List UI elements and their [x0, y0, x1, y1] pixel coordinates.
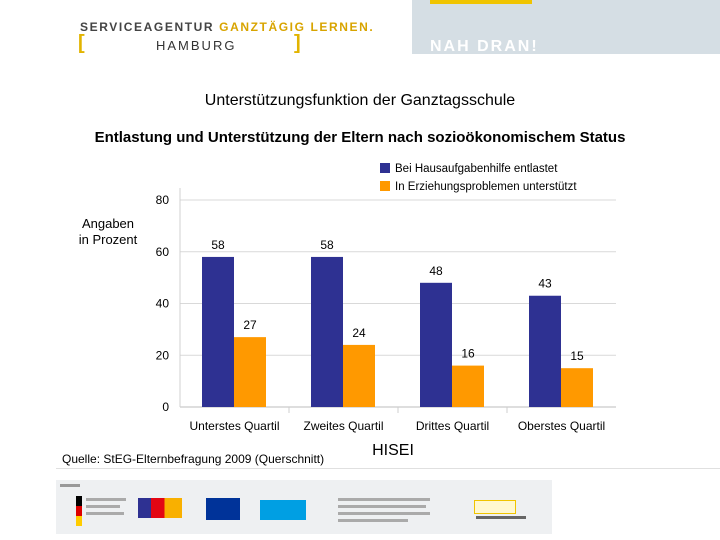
signature-icon: [476, 516, 526, 519]
slogan: NAH DRAN!: [430, 38, 539, 55]
header-logo-area: SERVICEAGENTUR GANZTÄGIG LERNEN. [ HAMBU…: [0, 0, 412, 54]
ideen-badge-icon: [474, 500, 516, 514]
bar-erziehungsprobleme: [452, 365, 484, 407]
y-tick-label: 40: [156, 297, 170, 311]
accent-bar: [430, 0, 532, 4]
data-label: 24: [352, 326, 366, 340]
x-tick-label: Oberstes Quartil: [518, 419, 605, 433]
organization-name-accent: GANZTÄGIG LERNEN.: [219, 20, 375, 34]
legend-swatch: [380, 163, 390, 173]
bar-erziehungsprobleme: [234, 337, 266, 407]
chart-subtitle: Entlastung und Unterstützung der Eltern …: [94, 129, 626, 146]
bar-erziehungsprobleme: [343, 344, 375, 407]
data-label: 15: [570, 349, 584, 363]
footer-text-line: [60, 484, 80, 487]
bar-hausaufgabenhilfe: [420, 282, 452, 407]
data-label: 43: [538, 277, 552, 291]
data-label: 16: [461, 347, 475, 361]
city-name: HAMBURG: [156, 38, 237, 53]
federal-eagle-icon: [76, 496, 82, 526]
y-axis-label: Angaben in Prozent: [76, 216, 140, 248]
eu-flag-icon: [206, 498, 240, 520]
y-tick-label: 60: [156, 245, 170, 259]
program-text-line: [338, 505, 426, 508]
data-label: 58: [320, 238, 334, 252]
bar-hausaufgabenhilfe: [529, 295, 561, 407]
legend-entry: Bei Hausaufgabenhilfe entlastet: [395, 163, 558, 175]
legend-swatch: [380, 181, 390, 191]
bracket-close: ]: [294, 32, 301, 54]
data-label: 48: [429, 264, 443, 278]
footer-logo-strip: [56, 480, 552, 534]
bar-hausaufgabenhilfe: [311, 256, 343, 407]
footer-divider: [56, 468, 720, 469]
program-text-line: [338, 519, 408, 522]
y-tick-label: 0: [162, 400, 169, 414]
source-note: Quelle: StEG-Elternbefragung 2009 (Quers…: [62, 452, 325, 466]
organization-name: SERVICEAGENTUR GANZTÄGIG LERNEN.: [80, 20, 374, 34]
header-slogan-panel: NAH DRAN!: [412, 0, 720, 55]
bar-hausaufgabenhilfe: [202, 256, 234, 407]
data-label: 58: [211, 238, 225, 252]
y-tick-label: 80: [156, 193, 170, 207]
y-axis-label-line2: in Prozent: [78, 232, 138, 247]
ministry-text-line: [86, 505, 120, 508]
dkjs-logo-icon: [260, 500, 306, 520]
x-tick-label: Zweites Quartil: [303, 419, 383, 433]
ministry-text-line: [86, 512, 124, 515]
slide-title: Unterstützungsfunktion der Ganztagsschul…: [204, 92, 516, 109]
program-text-line: [338, 498, 430, 501]
data-label: 27: [243, 318, 257, 332]
esf-logo-icon: [138, 498, 182, 518]
organization-name-prefix: SERVICEAGENTUR: [80, 20, 220, 34]
x-tick-label: Drittes Quartil: [416, 419, 489, 433]
x-axis-title: HISEI: [372, 442, 414, 459]
x-tick-label: Unterstes Quartil: [189, 419, 279, 433]
bar-erziehungsprobleme: [561, 368, 593, 407]
ministry-text-line: [86, 498, 126, 501]
bar-chart: 0 20 40 60 80 58 27 Unterstes Quartil 58 24 Zweite…: [156, 163, 616, 459]
program-text-line: [338, 512, 430, 515]
bracket-open: [: [78, 32, 85, 54]
y-axis-label-line1: Angaben: [81, 216, 135, 231]
legend-entry: In Erziehungsproblemen unterstützt: [395, 181, 577, 193]
y-tick-label: 20: [156, 348, 170, 362]
